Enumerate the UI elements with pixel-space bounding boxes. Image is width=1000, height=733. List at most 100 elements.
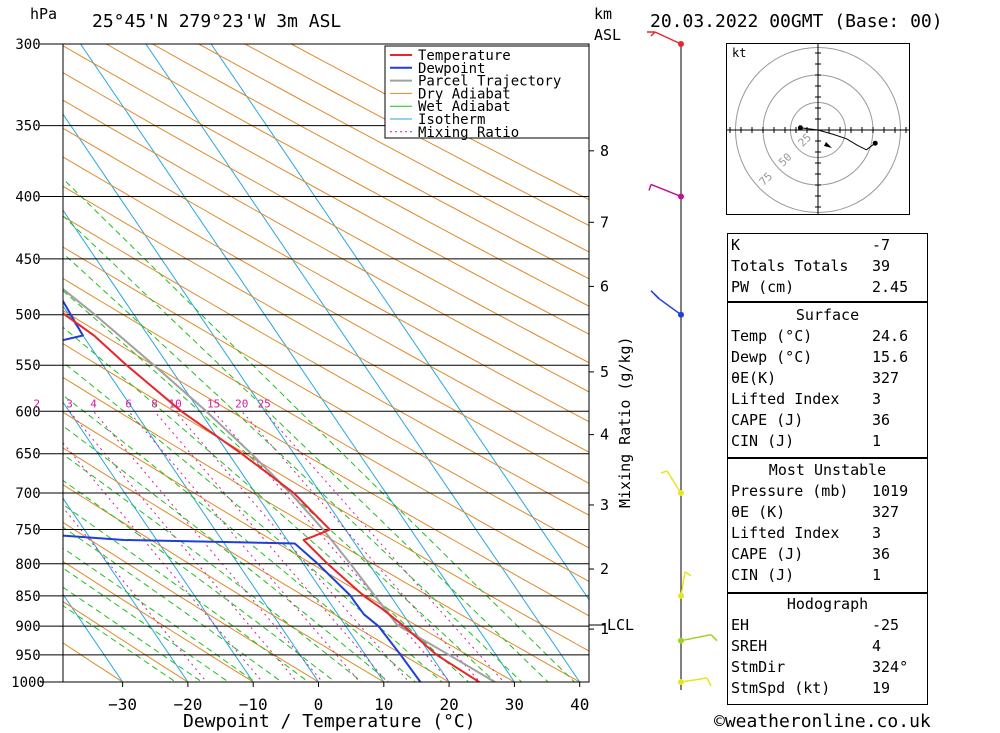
general-index-label: Totals Totals bbox=[731, 257, 849, 275]
surface-index-row: Dewp (°C) 15.6 bbox=[727, 347, 928, 368]
surface-index-label: Temp (°C) bbox=[731, 327, 813, 345]
temperature-tick-label: 0 bbox=[314, 695, 324, 714]
wind-barb-feather bbox=[650, 290, 660, 300]
general-index-label: K bbox=[731, 236, 741, 254]
pressure-unit: hPa bbox=[30, 5, 57, 23]
dewpoint-line bbox=[63, 299, 423, 682]
most-unstable-index-value: 36 bbox=[872, 545, 891, 563]
surface-box bbox=[727, 302, 928, 458]
mixing-ratio-labels: 12346810152025 bbox=[33, 397, 270, 410]
wind-barb-shaft bbox=[680, 677, 708, 683]
surface-index-value: 327 bbox=[872, 369, 900, 387]
temperature-tick-label: 40 bbox=[570, 695, 589, 714]
dry-adiabat-line bbox=[63, 484, 385, 682]
wind-barb bbox=[647, 31, 684, 47]
wind-barb bbox=[648, 183, 684, 200]
wind-barb-dot bbox=[678, 592, 684, 599]
parcel-trajectory-line bbox=[63, 287, 497, 682]
background-lines bbox=[63, 44, 589, 682]
dry-adiabat-line bbox=[63, 246, 589, 549]
dry-adiabat-line bbox=[63, 99, 589, 393]
dry-adiabat-line bbox=[63, 72, 589, 364]
hodograph-index-value: -25 bbox=[872, 616, 900, 634]
temperature-tick-label: 30 bbox=[505, 695, 524, 714]
dry-adiabat-line bbox=[151, 44, 589, 280]
isotherm-line bbox=[63, 209, 385, 682]
mixing-ratio-line bbox=[63, 506, 208, 682]
legend-label: Isotherm bbox=[418, 112, 485, 128]
isotherm-line bbox=[63, 401, 254, 682]
general-index-row: K -7 bbox=[727, 235, 928, 256]
wind-barb-dot bbox=[678, 637, 684, 644]
general-index-label: PW (cm) bbox=[731, 278, 795, 296]
height-tick-label: 6 bbox=[600, 277, 609, 295]
wind-barb-dot bbox=[678, 489, 684, 496]
general-index-value: -7 bbox=[872, 236, 891, 254]
hodograph-index-row: SREH 4 bbox=[727, 636, 928, 657]
legend-label: Parcel Trajectory bbox=[418, 74, 561, 90]
most-unstable-index-label: CAPE (J) bbox=[731, 545, 804, 563]
mixing-ratio-label: 20 bbox=[235, 397, 248, 410]
wet-adiabat-line bbox=[63, 326, 470, 682]
hodograph-unit: kt bbox=[732, 46, 746, 60]
most-unstable-index-row: Pressure (mb) 1019 bbox=[727, 481, 928, 502]
most-unstable-index-row: θE (K) 327 bbox=[727, 502, 928, 523]
height-tick-label: 2 bbox=[600, 560, 609, 578]
hodograph-index-value: 4 bbox=[872, 637, 882, 655]
dry-adiabat-line bbox=[63, 411, 516, 682]
mixing-ratio-line bbox=[93, 410, 324, 682]
most-unstable-index-label: CIN (J) bbox=[731, 566, 795, 584]
wind-barb bbox=[678, 633, 718, 644]
wind-barb-shaft bbox=[650, 183, 682, 198]
mixing-ratio-label: 8 bbox=[151, 397, 158, 410]
wet-adiabat-line bbox=[63, 394, 417, 682]
general-index-value: 39 bbox=[872, 257, 891, 275]
wind-barb-dot bbox=[678, 311, 684, 318]
copyright: ©weatheronline.co.uk bbox=[714, 711, 931, 732]
most-unstable-index-row: CAPE (J) 36 bbox=[727, 544, 928, 565]
datetime-title: 20.03.2022 00GMT (Base: 00) bbox=[650, 11, 943, 32]
wind-barb-shaft bbox=[654, 31, 682, 45]
hodograph-index-label: SREH bbox=[731, 637, 768, 655]
wind-barb-shaft bbox=[666, 470, 682, 494]
isotherm-line bbox=[145, 44, 581, 682]
hodograph-indices: Hodograph EH -25 SREH 4 StmDir 324° StmSpd (kt)… bbox=[727, 594, 928, 699]
hodograph-index-title: Hodograph bbox=[786, 595, 869, 613]
mixing-ratio-label: 6 bbox=[125, 397, 132, 410]
dry-adiabat-line bbox=[63, 45, 589, 335]
location-title: 25°45'N 279°23'W 3m ASL bbox=[92, 11, 341, 32]
most-unstable-index-value: 327 bbox=[872, 503, 900, 521]
wind-profile bbox=[647, 31, 718, 690]
x-axis-title: Dewpoint / Temperature (°C) bbox=[183, 711, 476, 732]
mixing-ratio-line bbox=[128, 410, 361, 682]
hodograph-index-label: StmSpd (kt) bbox=[731, 679, 831, 697]
wind-barb-dot bbox=[678, 41, 684, 47]
most-unstable-index-value: 1019 bbox=[872, 482, 909, 500]
storm-motion-arrow bbox=[824, 142, 832, 148]
hodograph-index-row: EH -25 bbox=[727, 615, 928, 636]
pressure-tick-label: 900 bbox=[15, 619, 40, 635]
legend-label: Temperature bbox=[418, 48, 511, 64]
dry-adiabat-line bbox=[63, 521, 320, 682]
mixing-ratio-label: 15 bbox=[207, 397, 220, 410]
surface-index-label: CIN (J) bbox=[731, 432, 795, 450]
legend-label: Mixing Ratio bbox=[418, 125, 519, 141]
height-tick-label: 5 bbox=[600, 363, 609, 381]
wind-barb bbox=[660, 470, 684, 496]
wind-barb-feather bbox=[660, 470, 668, 474]
pressure-tick-label: 300 bbox=[15, 37, 40, 53]
most-unstable-index-row: Lifted Index 3 bbox=[727, 523, 928, 544]
temperature-tick-label: −20 bbox=[173, 695, 202, 714]
wind-barb-dot bbox=[678, 679, 684, 685]
hodograph-trace bbox=[800, 127, 876, 151]
wet-adiabat-line bbox=[63, 605, 177, 682]
height-tick-label: 7 bbox=[600, 213, 609, 231]
wind-barb-feather bbox=[706, 677, 712, 687]
general-index-row: Totals Totals 39 bbox=[727, 256, 928, 277]
dry-adiabat-line bbox=[63, 447, 451, 682]
general-indices-box bbox=[727, 233, 928, 302]
